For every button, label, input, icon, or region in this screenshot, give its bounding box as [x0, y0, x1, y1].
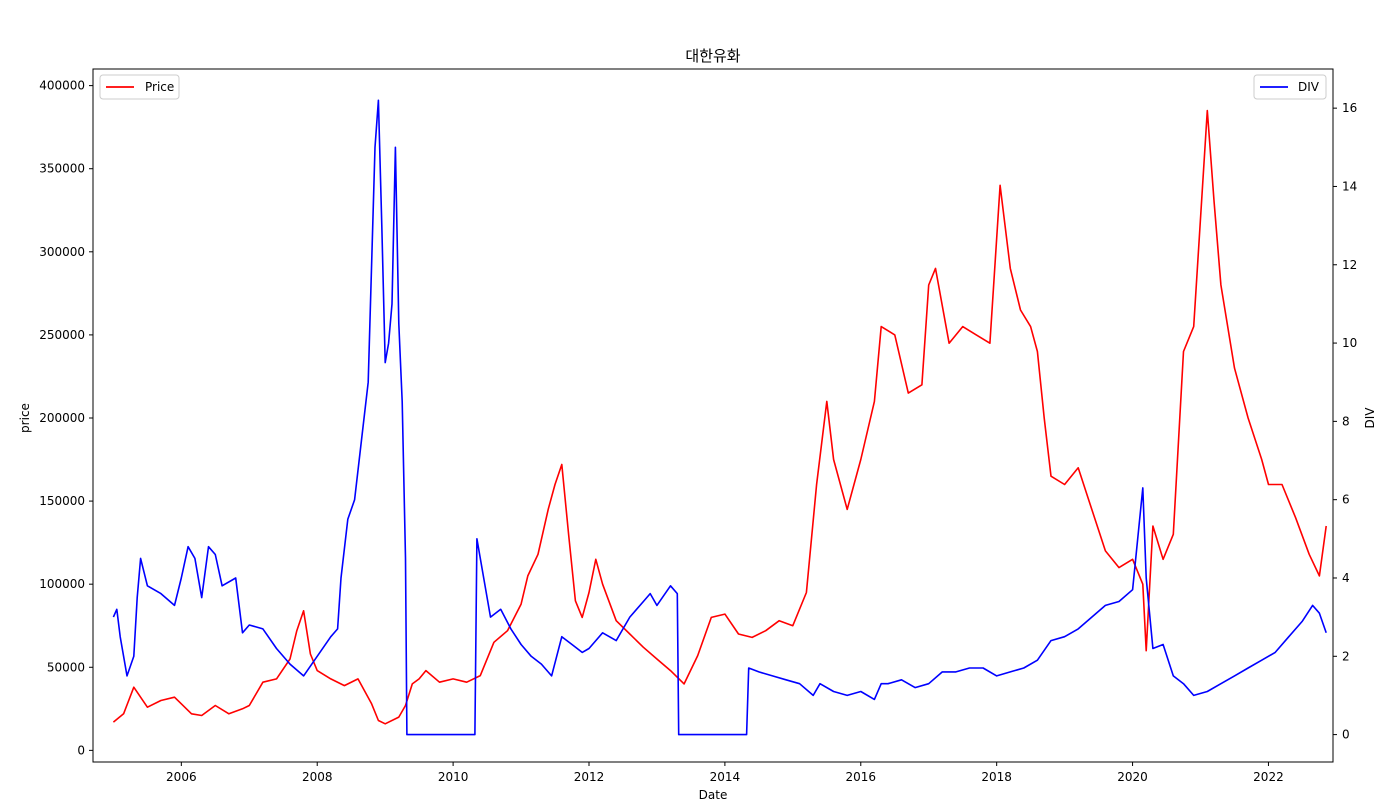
legend-right: DIV	[1253, 74, 1327, 100]
plot-frame	[92, 68, 1334, 763]
y-axis-left: 0 50000 100000 150000 200000 250000 300000 3500…	[39, 79, 93, 757]
series-layer	[112, 99, 1327, 736]
y-right-tick-label: 8	[1342, 414, 1350, 428]
y-right-tick-label: 4	[1342, 571, 1350, 585]
x-axis-label: Date	[699, 788, 728, 802]
y-axis-right: 0 2 4 6 8 10 12 14 16	[1333, 101, 1357, 742]
y-left-tick-label: 0	[77, 743, 85, 757]
y-right-tick-label: 12	[1342, 258, 1357, 272]
x-axis: 2006 2008 2010 2012 2014 2016 2018 2020 2022	[166, 762, 1284, 784]
y-left-tick-label: 300000	[39, 245, 85, 259]
y-left-tick-label: 50000	[47, 660, 85, 674]
x-tick-label: 2010	[438, 770, 469, 784]
x-tick-label: 2022	[1253, 770, 1284, 784]
x-tick-label: 2008	[302, 770, 333, 784]
series-line-div	[112, 99, 1327, 736]
series-line-price	[112, 109, 1327, 725]
y-left-tick-label: 100000	[39, 577, 85, 591]
y-axis-left-label: price	[18, 403, 32, 433]
x-tick-label: 2006	[166, 770, 197, 784]
y-right-tick-label: 0	[1342, 728, 1350, 742]
y-left-tick-label: 200000	[39, 411, 85, 425]
y-right-tick-label: 6	[1342, 493, 1350, 507]
chart-title: 대한유화	[685, 47, 740, 65]
x-tick-label: 2018	[981, 770, 1012, 784]
y-right-tick-label: 2	[1342, 649, 1350, 663]
y-left-tick-label: 350000	[39, 162, 85, 176]
legend-left-box	[99, 74, 180, 100]
x-tick-label: 2012	[574, 770, 605, 784]
legend-price-label: Price	[145, 80, 174, 94]
y-left-tick-label: 150000	[39, 494, 85, 508]
legend-div-label: DIV	[1298, 80, 1320, 94]
legend-right-box	[1253, 74, 1327, 100]
y-left-tick-label: 400000	[39, 79, 85, 93]
y-left-tick-label: 250000	[39, 328, 85, 342]
x-tick-label: 2016	[846, 770, 877, 784]
y-right-tick-label: 10	[1342, 336, 1357, 350]
y-axis-right-label: DIV	[1363, 407, 1377, 429]
y-right-tick-label: 14	[1342, 179, 1357, 193]
legend-left: Price	[99, 74, 180, 100]
x-tick-label: 2014	[710, 770, 741, 784]
y-right-tick-label: 16	[1342, 101, 1357, 115]
x-tick-label: 2020	[1117, 770, 1148, 784]
